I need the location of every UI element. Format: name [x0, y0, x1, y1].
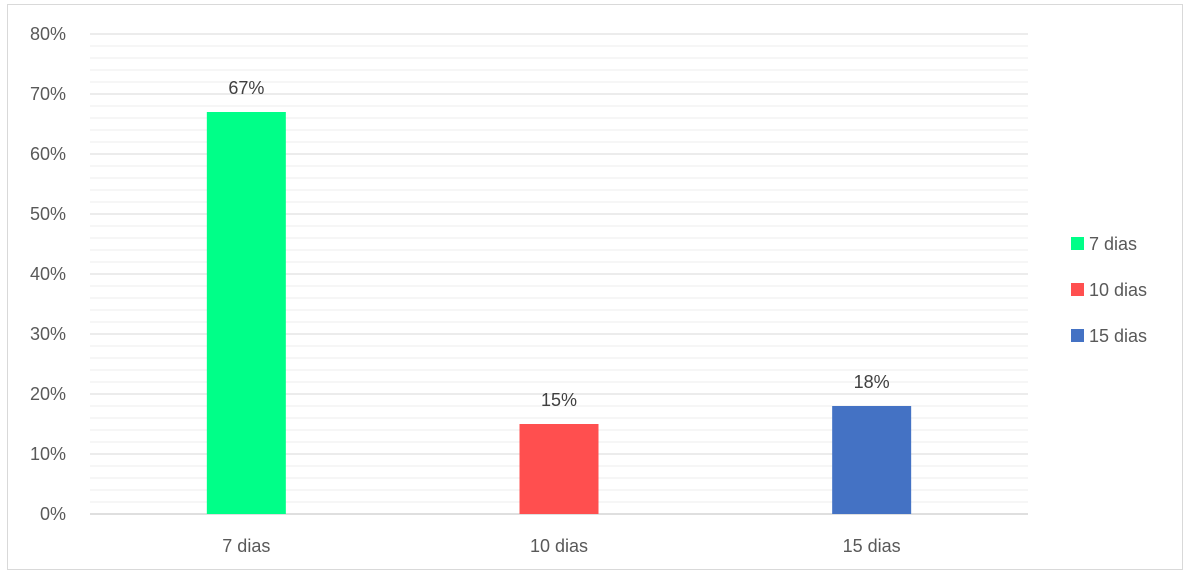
y-tick-label: 80% — [30, 24, 66, 44]
y-tick-label: 30% — [30, 324, 66, 344]
legend-swatch — [1071, 237, 1084, 250]
data-label: 15% — [541, 390, 577, 410]
legend-label: 15 dias — [1089, 326, 1147, 346]
y-tick-label: 0% — [40, 504, 66, 524]
data-label: 67% — [228, 78, 264, 98]
bar — [206, 112, 286, 514]
legend-label: 7 dias — [1089, 234, 1137, 254]
chart-frame — [7, 4, 1183, 570]
x-tick-label: 10 dias — [530, 536, 588, 556]
legend-label: 10 dias — [1089, 280, 1147, 300]
bar — [832, 406, 912, 514]
y-tick-label: 70% — [30, 84, 66, 104]
x-tick-label: 7 dias — [222, 536, 270, 556]
y-tick-label: 60% — [30, 144, 66, 164]
y-tick-label: 50% — [30, 204, 66, 224]
y-tick-label: 10% — [30, 444, 66, 464]
legend-swatch — [1071, 283, 1084, 296]
y-tick-label: 20% — [30, 384, 66, 404]
x-tick-label: 15 dias — [843, 536, 901, 556]
bar — [519, 424, 599, 514]
y-tick-label: 40% — [30, 264, 66, 284]
data-label: 18% — [854, 372, 890, 392]
legend-swatch — [1071, 329, 1084, 342]
